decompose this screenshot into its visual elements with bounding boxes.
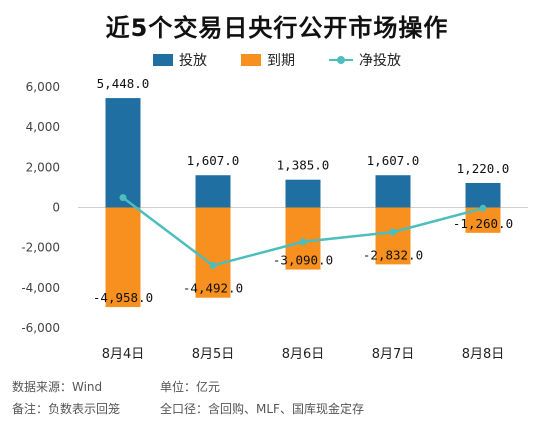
legend-swatch-net [329, 54, 353, 66]
x-category-label: 8月7日 [372, 347, 415, 362]
data-label-inject: 1,607.0 [367, 153, 420, 168]
data-label-maturity: -2,832.0 [363, 247, 423, 262]
data-label-maturity: -4,492.0 [183, 281, 243, 296]
legend: 投放 到期 净投放 [0, 50, 554, 70]
y-tick-label: 2,000 [26, 160, 60, 174]
y-tick-label: -4,000 [21, 281, 60, 295]
bar-inject [195, 175, 231, 208]
legend-item-maturity: 到期 [241, 50, 295, 70]
bar-maturity [105, 207, 141, 308]
footer-scope: 全口径：含回购、MLF、国库现金定存 [160, 402, 364, 416]
data-label-maturity: -3,090.0 [273, 253, 333, 268]
legend-label-maturity: 到期 [267, 53, 295, 69]
footer-source: 数据来源：Wind [12, 380, 103, 394]
net-point [119, 194, 127, 202]
legend-item-net: 净投放 [329, 50, 401, 70]
net-point [479, 204, 487, 212]
bar-inject [375, 175, 411, 208]
footer-unit: 单位：亿元 [160, 380, 221, 394]
x-category-label: 8月6日 [282, 347, 325, 362]
x-category-label: 8月5日 [192, 347, 235, 362]
y-tick-label: -2,000 [21, 241, 60, 255]
legend-item-inject: 投放 [153, 50, 207, 70]
bar-maturity [375, 207, 411, 265]
data-label-inject: 1,607.0 [187, 153, 240, 168]
data-label-inject: 1,220.0 [457, 161, 510, 176]
bar-inject [105, 98, 141, 208]
y-tick-label: -6,000 [21, 321, 60, 335]
bar-inject [285, 179, 321, 208]
legend-label-inject: 投放 [179, 53, 207, 69]
legend-swatch-inject [153, 54, 173, 66]
net-point [299, 238, 307, 246]
bar-maturity [195, 207, 231, 298]
y-tick-label: 0 [52, 201, 60, 215]
chart-title: 近5个交易日央行公开市场操作 [105, 14, 449, 42]
x-category-label: 8月8日 [462, 347, 505, 362]
legend-label-net: 净投放 [359, 53, 401, 69]
bar-inject [465, 182, 501, 208]
y-tick-label: 4,000 [26, 120, 60, 134]
legend-swatch-maturity [241, 54, 261, 66]
x-category-label: 8月4日 [102, 347, 145, 362]
net-point [209, 261, 217, 269]
data-label-inject: 1,385.0 [277, 158, 330, 173]
footer-note: 备注：负数表示回笼 [12, 402, 121, 416]
data-label-maturity: -1,260.0 [453, 216, 513, 231]
net-point [389, 228, 397, 236]
data-label-maturity: -4,958.0 [93, 290, 153, 305]
y-tick-label: 6,000 [26, 80, 60, 94]
data-label-inject: 5,448.0 [97, 76, 150, 91]
